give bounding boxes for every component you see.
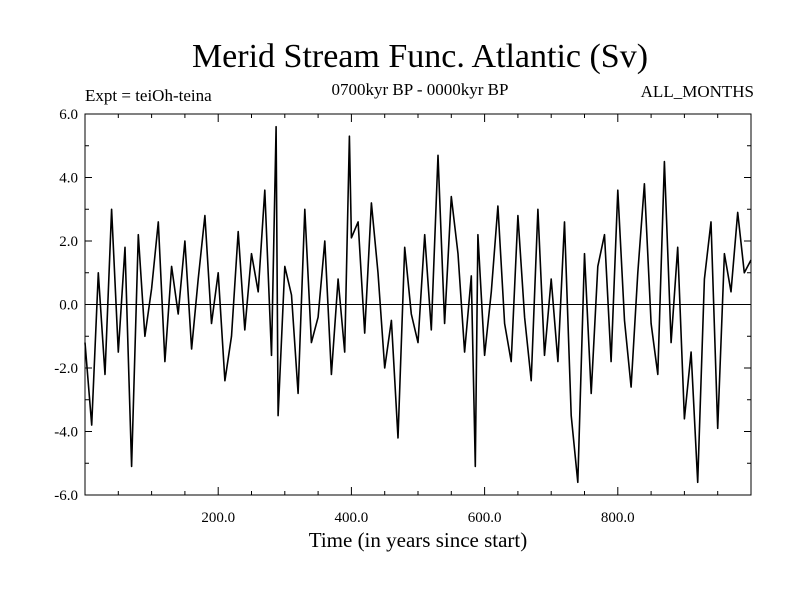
- x-tick-label: 400.0: [335, 510, 369, 526]
- chart-title: Merid Stream Func. Atlantic (Sv): [191, 38, 649, 75]
- x-tick-label: 800.0: [601, 510, 635, 526]
- y-tick-label: 2.0: [59, 234, 78, 250]
- x-axis-label: Time (in years since start): [308, 528, 528, 552]
- y-tick-label: 6.0: [59, 107, 78, 123]
- y-tick-label: 4.0: [59, 171, 78, 187]
- y-tick-label: -4.0: [54, 425, 78, 441]
- x-tick-label: 200.0: [201, 510, 235, 526]
- x-tick-label: 600.0: [468, 510, 502, 526]
- y-tick-label: -6.0: [54, 488, 78, 504]
- period-label: 0700kyr BP - 0000kyr BP: [331, 80, 509, 99]
- y-tick-label: -2.0: [54, 361, 78, 377]
- series-line: [84, 125, 752, 484]
- y-tick-label: 0.0: [59, 298, 78, 314]
- experiment-label: Expt = teiOh-teina: [85, 86, 212, 105]
- months-label: ALL_MONTHS: [640, 82, 754, 101]
